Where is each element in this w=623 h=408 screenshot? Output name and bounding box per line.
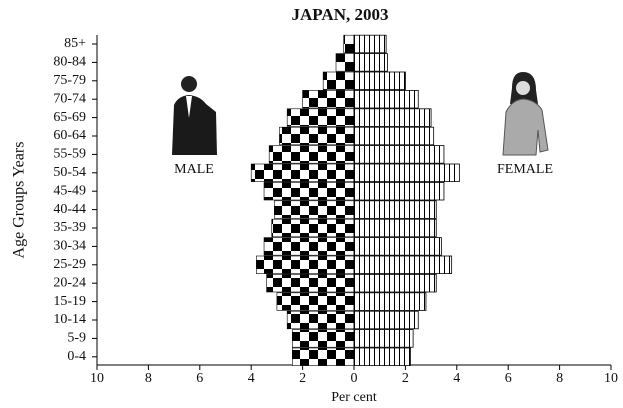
y-axis-label: Age Groups Years [11,142,28,259]
female-bar [354,201,436,219]
female-bar [354,293,426,311]
female-bar [354,35,386,53]
male-bar [287,311,354,329]
x-tick-label: 6 [196,371,203,386]
y-tick-label: 0-4 [67,349,86,364]
female-bar [354,330,413,348]
y-tick-label: 45-49 [53,183,86,198]
female-bar [354,256,452,274]
male-bar [264,182,354,200]
female-label: FEMALE [497,162,553,177]
y-tick-label: 50-54 [53,165,86,180]
male-bar [303,90,354,108]
male-bar [336,54,354,72]
y-tick-label: 15-19 [53,294,86,309]
x-tick-label: 0 [351,371,358,386]
female-icon [503,72,548,155]
x-axis-label: Per cent [331,390,377,405]
female-bar [354,72,405,90]
x-tick-label: 8 [556,371,563,386]
female-bar [354,348,411,366]
male-bar [267,274,354,292]
male-bar [292,330,354,348]
male-bar [344,35,354,53]
female-bar [354,90,418,108]
y-tick-label: 40-44 [53,202,86,217]
x-tick-label: 2 [402,371,409,386]
x-tick-label: 4 [248,371,255,386]
male-bar [251,164,354,182]
male-bar [264,238,354,256]
female-bar [354,109,431,127]
x-tick-label: 2 [299,371,306,386]
y-tick-label: 85+ [64,36,86,51]
male-bar [292,348,354,366]
y-tick-label: 5-9 [67,331,86,346]
y-tick-label: 10-14 [53,312,86,327]
y-tick-label: 35-39 [53,220,86,235]
y-tick-label: 60-64 [53,128,86,143]
y-tick-label: 75-79 [53,73,86,88]
male-bar [272,219,354,237]
y-tick-label: 80-84 [53,55,86,70]
x-tick-label: 10 [604,371,618,386]
x-tick-label: 8 [145,371,152,386]
male-label: MALE [174,162,214,177]
y-tick-label: 55-59 [53,147,86,162]
y-tick-label: 70-74 [53,91,86,106]
female-bar [354,219,436,237]
female-bar [354,164,459,182]
x-tick-label: 4 [453,371,460,386]
y-tick-label: 30-34 [53,239,86,254]
chart: JAPAN, 2003 Age Groups Years Per cent MA… [0,0,623,408]
male-bar [323,72,354,90]
female-bar [354,146,444,164]
chart-title: JAPAN, 2003 [292,5,389,24]
male-bar [269,146,354,164]
y-tick-label: 25-29 [53,257,86,272]
x-tick-label: 6 [505,371,512,386]
female-bar [354,127,434,145]
male-bar [274,201,354,219]
female-bar [354,182,444,200]
male-bar [279,127,354,145]
male-bar [277,293,354,311]
y-tick-label: 65-69 [53,110,86,125]
female-bar [354,274,436,292]
male-bar [287,109,354,127]
x-tick-label: 10 [90,371,104,386]
male-icon [172,76,217,155]
male-bar [256,256,354,274]
female-bar [354,238,441,256]
y-tick-label: 20-24 [53,275,86,290]
female-bar [354,54,387,72]
female-bar [354,311,418,329]
